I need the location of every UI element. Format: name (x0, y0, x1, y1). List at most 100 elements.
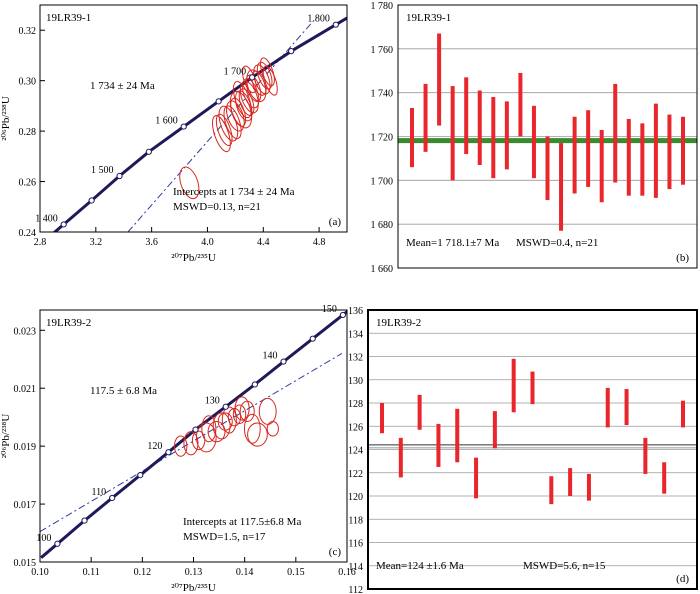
error-ellipse (247, 422, 268, 447)
panel-label: (b) (676, 252, 689, 264)
age-annotation: 1 734 ± 24 Ma (90, 80, 155, 92)
plot-frame (367, 309, 698, 590)
sample-label: 19LR39-2 (376, 317, 421, 329)
x-tick-label: 0.13 (185, 567, 203, 578)
error-ellipse (232, 404, 247, 425)
x-tick-label: 4.8 (313, 237, 326, 248)
age-marker (288, 48, 295, 55)
age-marker (222, 403, 229, 410)
error-ellipse (239, 400, 255, 423)
age-bar (599, 129, 604, 203)
age-bar (423, 83, 428, 152)
age-marker (60, 221, 67, 228)
sample-label: 19LR39-1 (406, 12, 451, 24)
error-ellipse (179, 166, 200, 200)
age-marker (215, 98, 222, 105)
mswd-annotation: MSWD=0.13, n=21 (173, 201, 261, 213)
discordia-line (127, 17, 317, 232)
y-tick-label: 0.28 (19, 127, 37, 138)
error-ellipse (211, 115, 231, 153)
age-bar (491, 97, 496, 179)
age-bar (474, 457, 479, 499)
x-tick-label: 0.12 (134, 567, 152, 578)
y-axis-label: ²⁰⁶Pb/²³⁸U (0, 96, 12, 141)
mswd-annotation: MSWD=0.4, n=21 (516, 237, 598, 249)
x-axis-label: ²⁰⁷Pb/²³⁵U (171, 252, 216, 264)
age-marker (145, 148, 152, 155)
y-tick-label: 128 (348, 399, 363, 410)
error-ellipse (234, 396, 250, 421)
age-bar (681, 400, 685, 428)
age-label: 120 (147, 441, 162, 452)
mean-annotation: Mean=1 718.1±7 Ma (406, 237, 499, 249)
age-bar (464, 77, 469, 155)
y-tick-label: 0.023 (14, 326, 37, 337)
age-bar (477, 90, 482, 165)
age-bar (681, 116, 685, 185)
error-ellipse (195, 422, 217, 453)
error-ellipse (243, 413, 261, 444)
error-ellipse (266, 421, 279, 437)
age-marker (249, 74, 256, 81)
age-bar (626, 118, 631, 196)
x-axis-label: ²⁰⁷Pb/²³⁵U (171, 582, 216, 594)
panel-label: (d) (676, 573, 689, 585)
x-tick-label: 4.0 (201, 237, 214, 248)
x-tick-label: 4.4 (257, 237, 270, 248)
age-bar (398, 437, 403, 478)
age-bar (380, 403, 384, 434)
sample-label: 19LR39-2 (46, 317, 91, 329)
intercepts-annotation: Intercepts at 117.5±6.8 Ma (183, 516, 301, 528)
age-marker (192, 426, 199, 433)
age-label: 1 500 (91, 165, 114, 176)
panel-label: (c) (329, 546, 342, 558)
error-ellipse (232, 81, 252, 119)
y-tick-label: 134 (348, 329, 363, 340)
age-bar (613, 83, 618, 183)
age-marker (54, 540, 61, 547)
error-ellipse (191, 430, 206, 451)
x-tick-label: 0.14 (236, 567, 254, 578)
error-ellipse (201, 415, 217, 443)
age-bar (410, 108, 414, 168)
y-tick-label: 122 (348, 469, 363, 480)
age-label: 150 (322, 304, 337, 315)
plot-frame (39, 4, 348, 233)
error-ellipse (207, 421, 226, 443)
y-tick-label: 0.021 (14, 384, 37, 395)
plot-frame (39, 309, 348, 563)
age-label: 1 700 (224, 66, 247, 77)
age-label: 1 800 (307, 14, 330, 25)
y-tick-label: 0.019 (14, 442, 37, 453)
panel-label: (a) (329, 216, 342, 228)
sample-label: 19LR39-1 (46, 12, 91, 24)
y-tick-label: 0.015 (14, 558, 37, 569)
age-marker (81, 517, 88, 524)
y-tick-label: 118 (348, 515, 363, 526)
age-marker (309, 335, 316, 342)
y-tick-label: 132 (348, 353, 363, 364)
age-marker (137, 472, 144, 479)
x-tick-label: 3.2 (90, 237, 103, 248)
age-label: 140 (263, 351, 278, 362)
age-bar (605, 387, 610, 428)
x-tick-label: 0.15 (287, 567, 305, 578)
discordia-line (40, 353, 343, 533)
age-marker (109, 494, 116, 502)
x-tick-label: 0.16 (338, 567, 356, 578)
error-ellipse (258, 397, 277, 425)
y-tick-label: 1 700 (371, 176, 394, 187)
age-bar (417, 394, 422, 430)
age-label: 1 600 (155, 116, 178, 127)
plot-frame (397, 4, 698, 269)
y-tick-label: 0.24 (19, 228, 37, 239)
y-tick-label: 120 (348, 492, 363, 503)
age-bar (455, 408, 460, 463)
y-tick-label: 1 740 (371, 89, 394, 100)
age-bar (545, 136, 550, 201)
y-tick-label: 116 (348, 539, 363, 550)
y-tick-label: 124 (348, 446, 363, 457)
age-marker (88, 197, 95, 204)
y-tick-label: 1 720 (371, 133, 394, 144)
